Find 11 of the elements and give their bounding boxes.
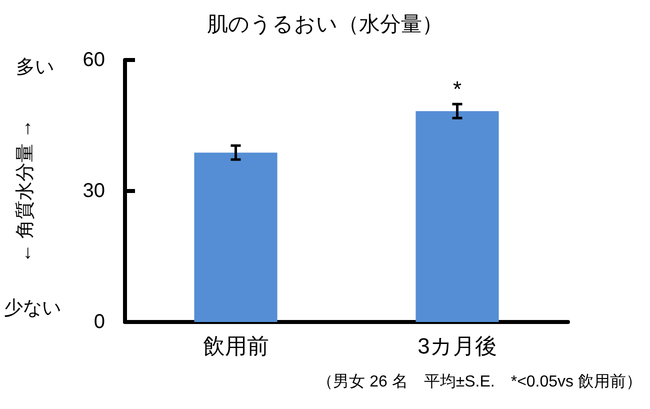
- chart-title: 肌のうるおい（水分量）: [207, 13, 443, 36]
- text: （男女 26 名 平均±S.E. *<0.05vs 飲用前）: [317, 372, 642, 390]
- x-tick-label: 3カ月後: [418, 334, 497, 358]
- y-tick-label: 0: [94, 311, 105, 333]
- text: 少ない: [4, 298, 61, 319]
- x-tick-label: 飲用前: [202, 334, 269, 358]
- y-axis-title: ← 角質水分量 →: [15, 119, 36, 263]
- y-tick-label: 60: [82, 49, 105, 71]
- text: 多い: [16, 57, 54, 78]
- annotation: *: [452, 76, 462, 102]
- y-tick-label: 30: [82, 180, 105, 202]
